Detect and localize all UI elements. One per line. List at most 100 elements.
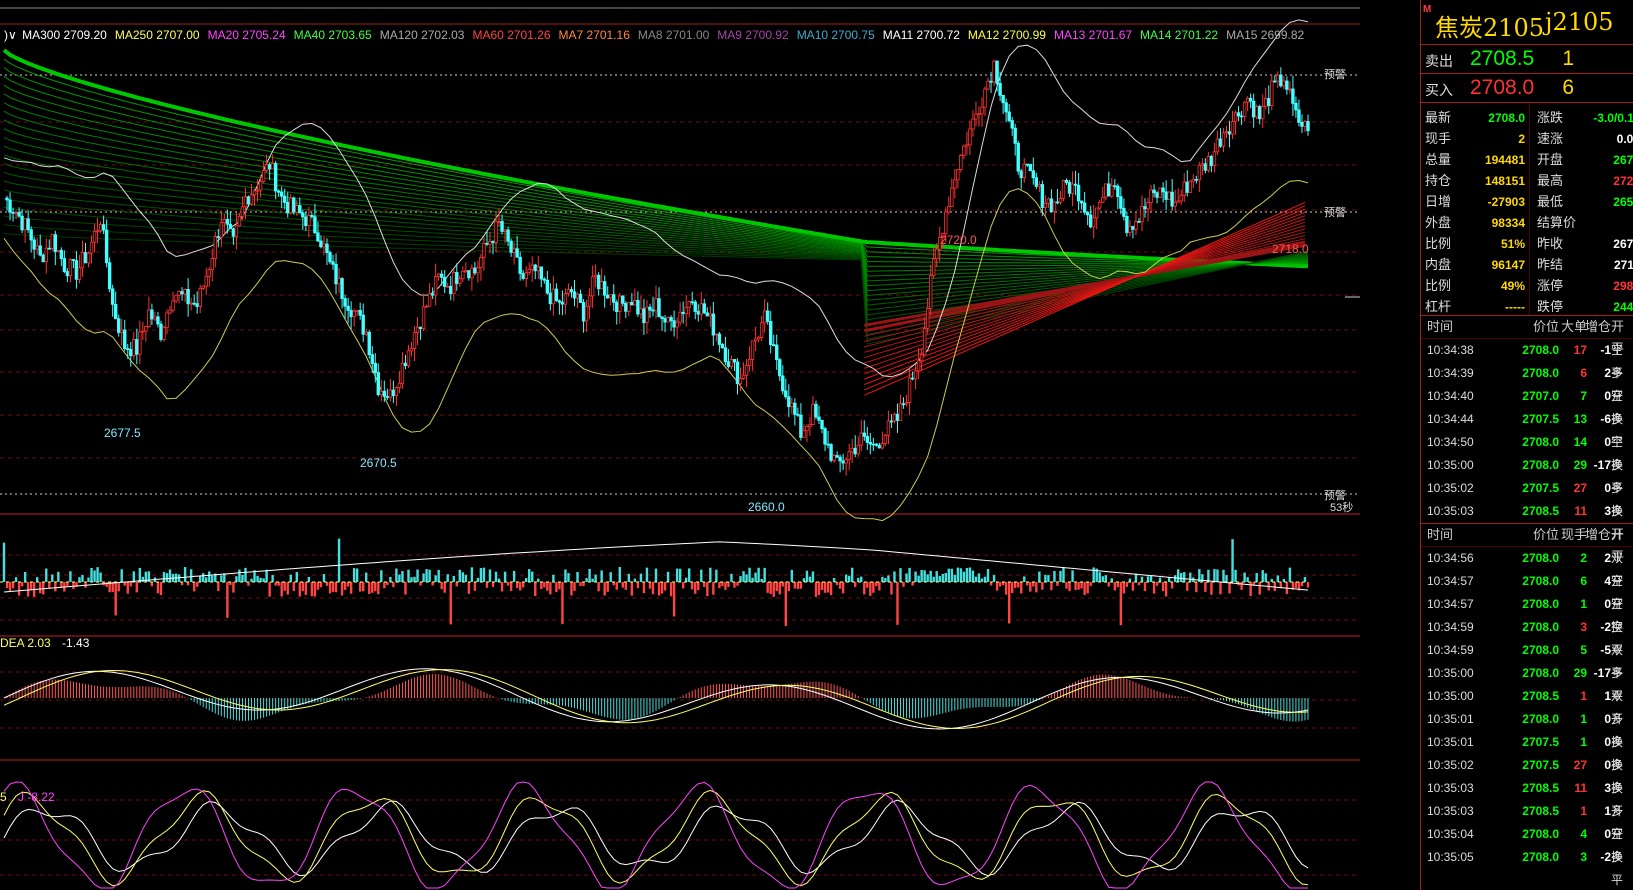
tick-row[interactable]: 10:34:38 2708.0 17 -1 空平 bbox=[1421, 339, 1633, 380]
candle-body bbox=[675, 321, 679, 328]
candle-body bbox=[856, 444, 860, 455]
volume-bar bbox=[192, 582, 196, 592]
tick-row[interactable]: 10:34:44 2707.5 13 -6 多平 bbox=[1421, 408, 1633, 449]
quote-right-row: 速涨 0.00 bbox=[1533, 128, 1633, 150]
tick-row[interactable]: 10:35:03 2708.5 1 1 多开 bbox=[1421, 800, 1633, 841]
candle-body bbox=[1058, 198, 1063, 203]
candle-body bbox=[443, 276, 447, 287]
tick-row[interactable]: 10:35:03 2708.5 11 3 多开 bbox=[1421, 500, 1633, 541]
candle-body bbox=[648, 306, 652, 311]
contract-title[interactable]: M 焦炭2105 j2105 bbox=[1421, 0, 1633, 45]
candle-body bbox=[237, 215, 242, 227]
candle-body bbox=[14, 212, 18, 214]
buy-volume: 6 bbox=[1562, 76, 1574, 99]
tick-row[interactable]: 10:34:59 2708.0 3 -2 空平 bbox=[1421, 616, 1633, 657]
tick-type: 空换 bbox=[1611, 389, 1624, 426]
chart-canvas[interactable] bbox=[0, 0, 1360, 890]
tick-row[interactable]: 10:35:00 2708.0 29 -17 多平 bbox=[1421, 662, 1633, 703]
chart-area[interactable]: )∨ MA300 2709.20 MA250 2707.00 MA20 2705.2… bbox=[0, 0, 1420, 890]
tick-row[interactable]: 10:34:39 2708.0 6 2 多开 bbox=[1421, 362, 1633, 403]
candle-body bbox=[799, 414, 803, 438]
candle-body bbox=[144, 326, 148, 332]
volume-bar bbox=[111, 582, 114, 593]
volume-bar bbox=[932, 576, 935, 582]
tick-vol: 6 bbox=[1580, 366, 1587, 380]
tick-price: 2708.0 bbox=[1522, 827, 1559, 841]
tick-row[interactable]: 10:34:57 2708.0 6 4 空开 bbox=[1421, 570, 1633, 611]
quote-key: 现手 bbox=[1425, 131, 1452, 146]
candle-body bbox=[953, 179, 957, 189]
candle-body bbox=[204, 275, 208, 287]
volume-bar bbox=[1228, 582, 1231, 594]
volume-bar bbox=[540, 582, 543, 590]
candle-body bbox=[521, 273, 525, 279]
volume-bar bbox=[1207, 569, 1210, 582]
volume-bar bbox=[1010, 582, 1014, 593]
tick-time: 10:34:57 bbox=[1427, 597, 1474, 611]
candle-body bbox=[1085, 211, 1090, 216]
volume-bar bbox=[832, 578, 836, 582]
tick-row[interactable]: 10:35:02 2707.5 27 0 多换 bbox=[1421, 754, 1633, 795]
big-order-ticks[interactable]: 时间 价位 大单 增仓 开平 10:34:38 2708.0 17 -1 空平 10:34:39 27… bbox=[1421, 316, 1633, 541]
volume-bar bbox=[1071, 570, 1074, 582]
volume-bar bbox=[485, 582, 489, 588]
tick-row[interactable]: 10:35:04 2708.0 4 0 空换 bbox=[1421, 823, 1633, 864]
quote-key: 比例 bbox=[1425, 236, 1452, 251]
trade-ticks[interactable]: 时间 价位 现手 增仓 开平 10:34:56 2708.0 2 2 双开 10:34:57 2708… bbox=[1421, 524, 1633, 887]
volume-bar bbox=[983, 576, 987, 582]
candle-body bbox=[859, 432, 863, 446]
volume-bar bbox=[603, 582, 606, 596]
volume-bar bbox=[274, 582, 277, 586]
tick-row[interactable]: 10:35:01 2707.5 1 0 多换 bbox=[1421, 731, 1633, 772]
candle-body bbox=[1185, 181, 1189, 193]
candle-body bbox=[901, 403, 906, 406]
volume-bar bbox=[694, 582, 697, 594]
tick-row[interactable]: 10:34:57 2708.0 1 0 空换 bbox=[1421, 593, 1633, 634]
candle-body bbox=[880, 443, 885, 449]
tick-row[interactable]: 10:35:05 2708.0 3 -2 多平 bbox=[1421, 846, 1633, 887]
tick-type: 多开 bbox=[1611, 366, 1624, 403]
tick-row[interactable]: 10:35:02 2707.5 27 0 多换 bbox=[1421, 477, 1633, 518]
candle-body bbox=[506, 229, 510, 242]
quote-value: 51% bbox=[1500, 237, 1525, 251]
volume-bar bbox=[310, 582, 314, 597]
quote-right-row: 结算价0 bbox=[1533, 212, 1633, 234]
volume-bar bbox=[715, 569, 718, 582]
volume-bar bbox=[1164, 582, 1168, 597]
candle-body bbox=[1206, 155, 1211, 171]
tick-row[interactable]: 10:34:50 2708.0 14 0 空换 bbox=[1421, 431, 1633, 472]
volume-bar bbox=[1204, 582, 1207, 592]
tick-row[interactable]: 10:35:03 2708.5 11 3 多开 bbox=[1421, 777, 1633, 818]
candle-body bbox=[1134, 221, 1138, 230]
volume-bar bbox=[518, 582, 522, 591]
tick-vol: 14 bbox=[1573, 435, 1587, 449]
candle-body bbox=[56, 249, 61, 253]
tick-type: 空平 bbox=[1611, 343, 1624, 380]
volume-bar bbox=[301, 582, 305, 592]
candle-body bbox=[654, 298, 658, 312]
tick-row[interactable]: 10:34:56 2708.0 2 2 双开 bbox=[1421, 547, 1633, 588]
tick-row[interactable]: 10:34:40 2707.0 7 0 空换 bbox=[1421, 385, 1633, 426]
volume-bar bbox=[1140, 576, 1144, 582]
tick-row[interactable]: 10:35:01 2708.0 1 0 多换 bbox=[1421, 708, 1633, 749]
tick-row[interactable]: 10:34:59 2708.0 5 -5 双平 bbox=[1421, 639, 1633, 680]
candle-body bbox=[331, 261, 335, 265]
tick-price: 2708.0 bbox=[1522, 366, 1559, 380]
tick-header-time: 时间 bbox=[1427, 527, 1454, 542]
tick-row[interactable]: 10:35:00 2708.0 29 -17 多平 bbox=[1421, 454, 1633, 495]
candle-body bbox=[916, 360, 921, 372]
tick-header-chg: 增仓 bbox=[1584, 527, 1611, 542]
tick-vol: 27 bbox=[1573, 758, 1587, 772]
sell-row[interactable]: 卖出 2708.5 1 bbox=[1421, 45, 1633, 74]
candle-body bbox=[666, 317, 670, 323]
candle-body bbox=[621, 295, 625, 304]
tick-row[interactable]: 10:35:00 2708.5 1 1 双开 bbox=[1421, 685, 1633, 726]
candle-body bbox=[1061, 180, 1066, 199]
candle-body bbox=[729, 359, 734, 367]
tick-chg: 1 bbox=[1604, 804, 1611, 818]
volume-bar bbox=[573, 582, 576, 591]
volume-bar bbox=[1297, 582, 1301, 591]
volume-bar bbox=[286, 582, 289, 595]
buy-row[interactable]: 买入 2708.0 6 bbox=[1421, 74, 1633, 103]
candle-body bbox=[1064, 180, 1069, 183]
